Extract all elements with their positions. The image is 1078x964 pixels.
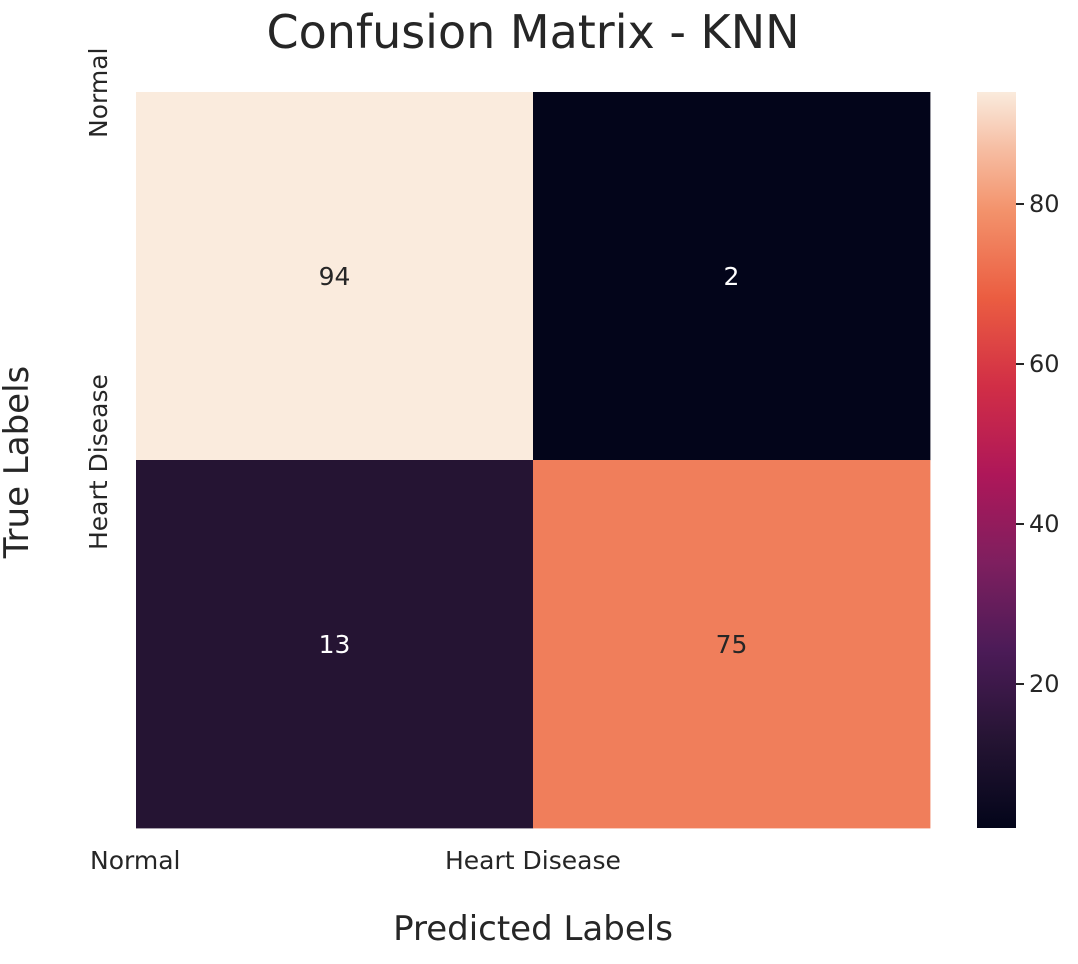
heatmap-annotations: 94 2 13 75 (319, 262, 748, 659)
heatmap-annotation-r0-c0: 94 (319, 262, 351, 291)
x-axis-label: Predicted Labels (393, 909, 673, 949)
heatmap-cell-r1-c0 (136, 460, 534, 829)
heatmap-annotation-r0-c1: 2 (724, 262, 740, 291)
colorbar-tick-label-60: 60 (1029, 350, 1060, 378)
heatmap-cells (136, 92, 931, 829)
heatmap-cell-r0-c0 (136, 92, 534, 461)
heatmap-cell-r1-c1 (533, 460, 931, 829)
heatmap-annotation-r1-c1: 75 (716, 630, 748, 659)
colorbar-tick-label-20: 20 (1029, 670, 1060, 698)
x-tick-label-normal: Normal (90, 846, 180, 875)
x-tick-labels: Normal Heart Disease (90, 846, 621, 875)
heatmap-cell-r0-c1 (533, 92, 931, 461)
y-tick-label-normal: Normal (84, 48, 113, 138)
chart-title: Confusion Matrix - KNN (266, 5, 799, 59)
x-tick-label-heart-disease: Heart Disease (445, 846, 621, 875)
y-axis-label: True Labels (0, 366, 37, 559)
y-tick-labels: Normal Heart Disease (84, 48, 113, 550)
colorbar (977, 92, 1016, 828)
heatmap-annotation-r1-c0: 13 (319, 630, 351, 659)
colorbar-tick-label-80: 80 (1029, 190, 1060, 218)
colorbar-ticks: 20 40 60 80 (1016, 190, 1060, 698)
y-tick-label-heart-disease: Heart Disease (84, 374, 113, 550)
colorbar-tick-label-40: 40 (1029, 510, 1060, 538)
